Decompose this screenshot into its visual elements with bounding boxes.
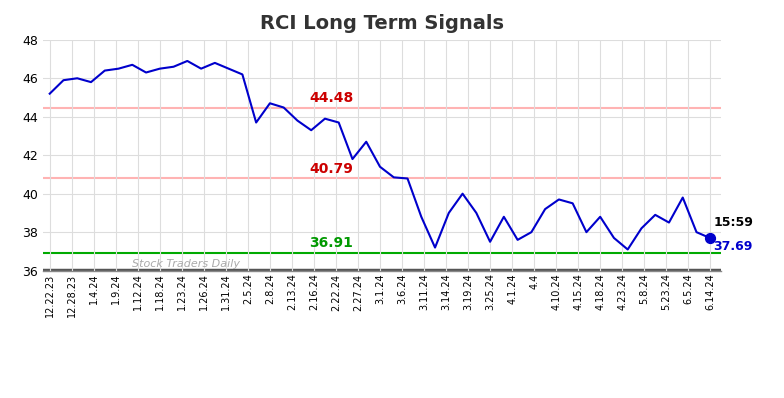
Text: 15:59: 15:59: [713, 215, 753, 228]
Point: [704, 235, 717, 241]
Title: RCI Long Term Signals: RCI Long Term Signals: [260, 14, 504, 33]
Text: 37.69: 37.69: [713, 240, 753, 253]
Text: Stock Traders Daily: Stock Traders Daily: [132, 259, 240, 269]
Text: 36.91: 36.91: [309, 236, 353, 250]
Text: 40.79: 40.79: [309, 162, 353, 176]
Text: 44.48: 44.48: [309, 91, 354, 105]
